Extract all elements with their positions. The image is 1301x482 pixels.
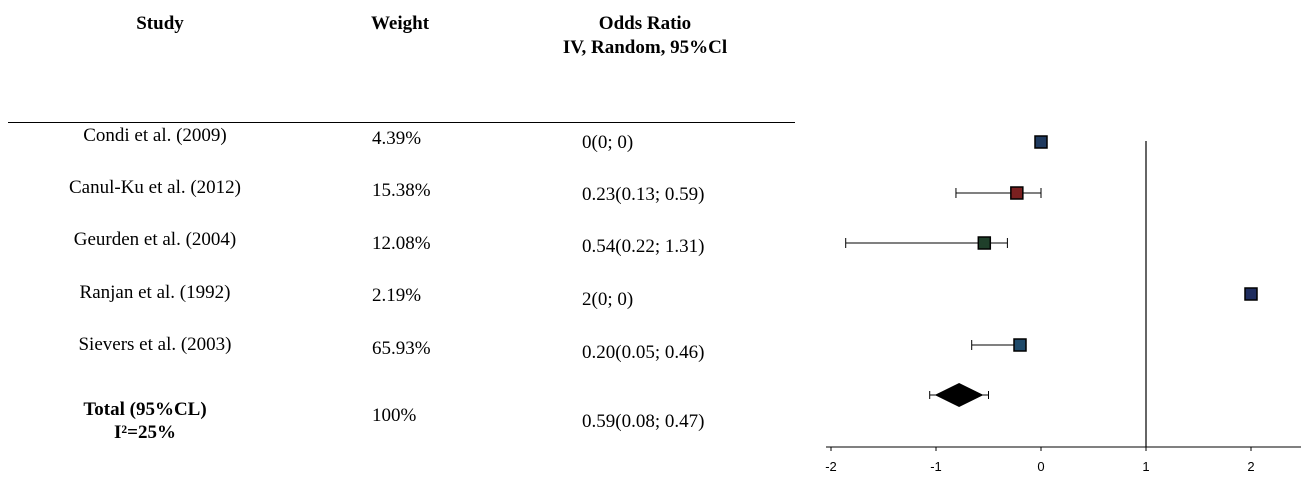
study-weight-3: 2.19% [372,285,422,306]
total-weight: 100% [372,405,417,426]
study-name-1: Canul-Ku et al. (2012) [68,177,241,198]
header-odds-ratio-title: Odds Ratio [598,13,692,34]
study-ci-0: 0(0; 0) [582,132,634,153]
total-ci: 0.59(0.08; 0.47) [582,411,705,432]
point-marker-1 [1010,186,1024,200]
header-odds-ratio: Odds Ratio IV, Random, 95%Cl [510,12,780,60]
point-marker-3 [1244,287,1258,301]
point-marker-4 [1013,338,1027,352]
total-label-title: Total (95%CL) [83,399,207,420]
header-divider [8,122,795,123]
study-weight-2: 12.08% [372,233,431,254]
study-ci-2: 0.54(0.22; 1.31) [582,236,705,257]
total-label: Total (95%CL) I²=25% [0,398,290,444]
header-odds-ratio-method: IV, Random, 95%Cl [562,37,728,58]
study-ci-1: 0.23(0.13; 0.59) [582,184,705,205]
point-marker-0 [1034,135,1048,149]
study-weight-1: 15.38% [372,180,431,201]
x-tick-label-2: 0 [1037,459,1044,474]
study-name-2: Geurden et al. (2004) [73,229,237,250]
total-heterogeneity: I²=25% [114,422,176,443]
x-tick-label-1: -1 [930,459,942,474]
point-marker-2 [977,236,992,250]
study-weight-0: 4.39% [372,128,422,149]
summary-diamond [934,383,984,407]
x-tick-label-3: 1 [1142,459,1149,474]
x-tick-label-4: 2 [1247,459,1254,474]
study-name-4: Sievers et al. (2003) [78,334,232,355]
study-name-0: Condi et al. (2009) [83,125,227,146]
study-ci-3: 2(0; 0) [582,289,634,310]
header-study: Study [136,13,184,34]
study-ci-4: 0.20(0.05; 0.46) [582,342,705,363]
study-weight-4: 65.93% [372,338,431,359]
study-name-3: Ranjan et al. (1992) [79,282,231,303]
x-tick-label-0: -2 [825,459,837,474]
header-weight: Weight [370,13,430,34]
